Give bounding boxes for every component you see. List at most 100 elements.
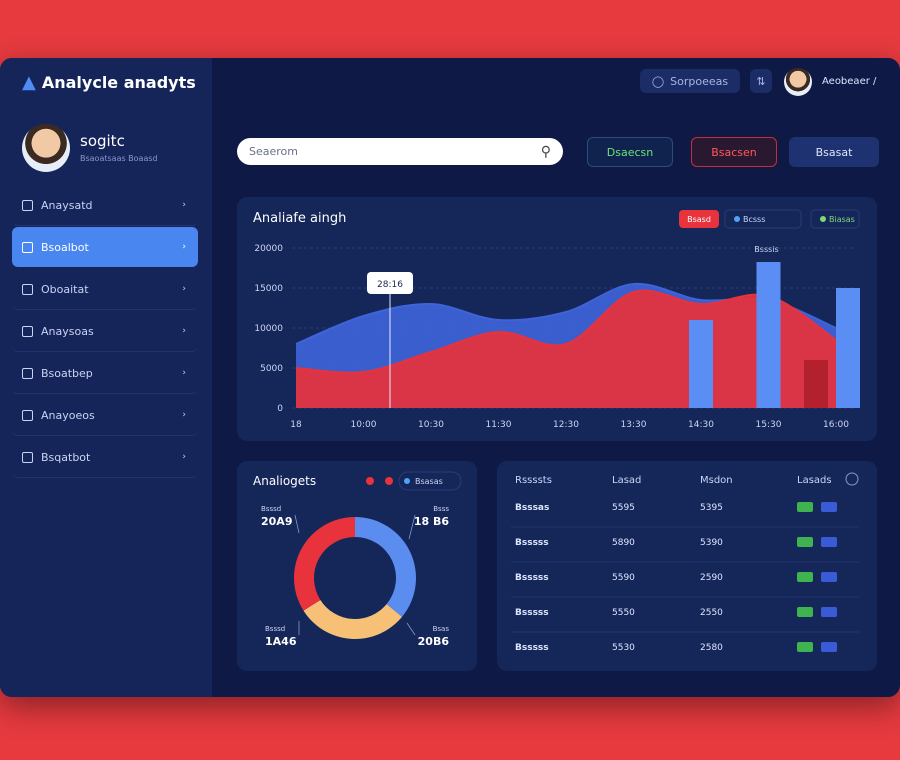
tooltip-text: 28:16 — [377, 280, 403, 290]
status-badge — [797, 502, 813, 512]
legend-dot — [385, 477, 393, 485]
table-header: Lasad — [612, 475, 641, 486]
legend-swatch — [820, 216, 826, 222]
main-chart: Analiafe aingh Bsasd Bcsss Biasas 0 5000 10000… — [253, 209, 860, 430]
callout-value: 18 B6 — [414, 515, 450, 528]
bar — [689, 320, 713, 408]
menu-label: Oboaitat — [41, 282, 89, 296]
x-tick-label: 13:30 — [621, 420, 647, 430]
menu-item[interactable]: Oboaitat › — [12, 269, 198, 310]
bar — [804, 360, 828, 408]
menu-chevron: › — [182, 242, 186, 252]
app-title: Analycle anadyts — [41, 73, 196, 92]
menu-item[interactable]: Bsqatbot › — [12, 437, 198, 478]
status-text: Sorpoeeas — [670, 74, 729, 88]
action-button[interactable]: Bsacsen — [691, 137, 777, 167]
table-cell: 2580 — [700, 643, 723, 653]
menu-icon — [22, 367, 33, 379]
status-badge — [797, 572, 813, 582]
x-tick-label: 10:00 — [351, 420, 377, 430]
icon-button[interactable]: ⇅ — [750, 69, 772, 93]
legend-dot — [404, 478, 410, 484]
menu-icon — [22, 283, 33, 295]
callout-leader — [406, 622, 416, 636]
app-logo[interactable]: ▲ Analycle anadyts — [22, 72, 196, 93]
donut-slice — [355, 517, 416, 617]
table-header: Rssssts — [515, 475, 552, 486]
x-tick-label: 15:30 — [756, 420, 782, 430]
callout-leader — [294, 514, 300, 534]
menu-chevron: › — [182, 200, 186, 210]
callout-value: 20A9 — [261, 515, 292, 528]
status-badge — [821, 502, 837, 512]
callout-value: 1A46 — [265, 635, 297, 648]
y-tick-label: 20000 — [254, 244, 283, 254]
legend-box — [810, 209, 860, 229]
app-window: ▲ Analycle anadyts sogitc Bsaoatsaas Boaa… — [0, 58, 900, 697]
account-avatar[interactable] — [784, 68, 812, 96]
status-badge — [821, 642, 837, 652]
legend-pill — [398, 471, 462, 491]
legend-label: Bcsss — [743, 215, 765, 224]
table-cell: 5590 — [612, 573, 635, 583]
table-card: Rssssts Lasad Msdon Lasads Bsssas 5595 5395 Bss… — [497, 461, 877, 671]
donut-card: Analiogets Bsasas Bsssd 20A9 Bsss 18 B6 Bsssd 1… — [237, 461, 477, 671]
donut-chart: Analiogets Bsasas Bsssd 20A9 Bsss 18 B6 Bsssd 1… — [253, 471, 462, 648]
search-box[interactable]: Seaerom ⚲ — [237, 138, 563, 165]
callout-value: 20B6 — [418, 635, 450, 648]
x-tick-label: 10:30 — [418, 420, 444, 430]
status-pill[interactable]: ◯ Sorpoeeas — [640, 69, 740, 93]
x-tick-label: 11:30 — [486, 420, 512, 430]
menu-item[interactable]: Anaysatd › — [12, 185, 198, 226]
user-subtitle: Bsaoatsaas Boaasd — [80, 154, 158, 163]
table-cell: Bsssss — [515, 608, 549, 618]
y-tick-label: 0 — [277, 404, 283, 414]
bar-annotation: Bsssis — [754, 245, 778, 254]
action-button[interactable]: Dsaecsn — [587, 137, 673, 167]
menu-item[interactable]: Bsoalbot › — [12, 227, 198, 267]
header-icon — [845, 472, 859, 486]
menu-item[interactable]: Bsoatbep › — [12, 353, 198, 394]
legend-box — [724, 209, 802, 229]
status-badge — [797, 537, 813, 547]
menu-item[interactable]: Anaysoas › — [12, 311, 198, 352]
menu-icon — [22, 409, 33, 421]
x-tick-label: 18 — [290, 420, 302, 430]
donut-slice — [294, 517, 355, 611]
table-cell: 5390 — [700, 538, 723, 548]
menu-chevron: › — [182, 326, 186, 336]
table-cell: 5550 — [612, 608, 635, 618]
table-cell: 5530 — [612, 643, 635, 653]
tooltip-box — [367, 272, 413, 294]
menu-item[interactable]: Anayoeos › — [12, 395, 198, 436]
bar — [836, 288, 860, 408]
menu-label: Anayoeos — [41, 408, 95, 422]
status-badge — [797, 607, 813, 617]
main-chart-card: Analiafe aingh Bsasd Bcsss Biasas 0 5000 10000… — [237, 197, 877, 441]
status-badge — [797, 642, 813, 652]
menu-chevron: › — [182, 452, 186, 462]
table-cell: 5595 — [612, 503, 635, 513]
callout-leader — [408, 514, 416, 540]
table-cell: Bsssss — [515, 643, 549, 653]
menu-chevron: › — [182, 368, 186, 378]
account-name[interactable]: Aeobeaer / — [822, 76, 877, 87]
callout-small: Bsas — [433, 625, 450, 633]
table-cell: Bsssss — [515, 573, 549, 583]
user-name: sogitc — [80, 132, 125, 150]
action-button[interactable]: Bsasat — [789, 137, 879, 167]
table-header: Msdon — [700, 475, 733, 486]
menu-icon — [22, 325, 33, 337]
donut-slice — [303, 599, 403, 639]
legend-swatch — [679, 210, 719, 228]
table-cell: Bsssas — [515, 503, 549, 513]
status-badge — [821, 607, 837, 617]
x-tick-label: 16:00 — [823, 420, 849, 430]
status-badge — [821, 537, 837, 547]
legend-label: Biasas — [829, 215, 855, 224]
table-cell: 5395 — [700, 503, 723, 513]
menu-icon — [22, 199, 33, 211]
y-tick-label: 15000 — [254, 284, 283, 294]
avatar — [22, 124, 70, 172]
data-table: Rssssts Lasad Msdon Lasads Bsssas 5595 5395 Bss… — [511, 472, 859, 653]
